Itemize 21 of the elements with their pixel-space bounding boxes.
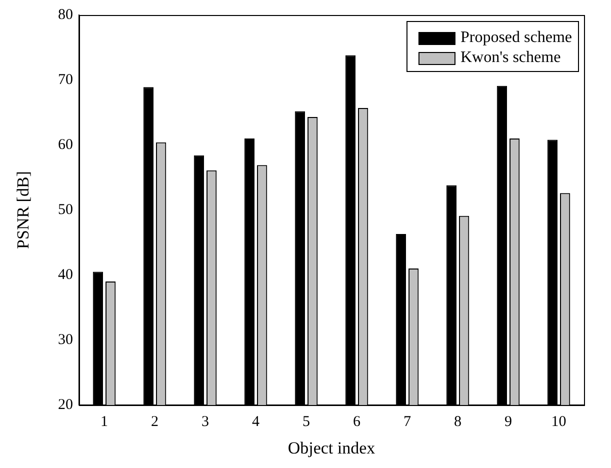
x-tick-label: 8 [454,414,462,430]
x-tick-label: 6 [353,414,361,430]
y-tick-label: 70 [58,72,73,88]
x-tick-label: 10 [551,414,566,430]
x-tick-label: 3 [202,414,209,430]
x-tick-label: 5 [302,414,310,430]
x-tick-label: 2 [151,414,158,430]
y-tick-label: 50 [58,202,73,218]
legend-label: Kwon's scheme [460,49,561,66]
y-tick-label: 40 [58,266,73,283]
y-axis-title: PSNR [dB] [14,171,33,249]
y-tick-label: 60 [58,136,73,153]
x-tick-label: 4 [252,414,260,430]
y-tick-label: 80 [58,6,73,23]
y-tick-label: 20 [58,396,73,413]
y-tick-label: 30 [58,332,73,348]
x-tick-label: 1 [100,414,108,430]
legend-label: Proposed scheme [460,29,572,46]
x-tick-label: 7 [404,414,412,430]
x-axis-title: Object index [288,438,376,458]
x-tick-label: 9 [504,414,512,430]
